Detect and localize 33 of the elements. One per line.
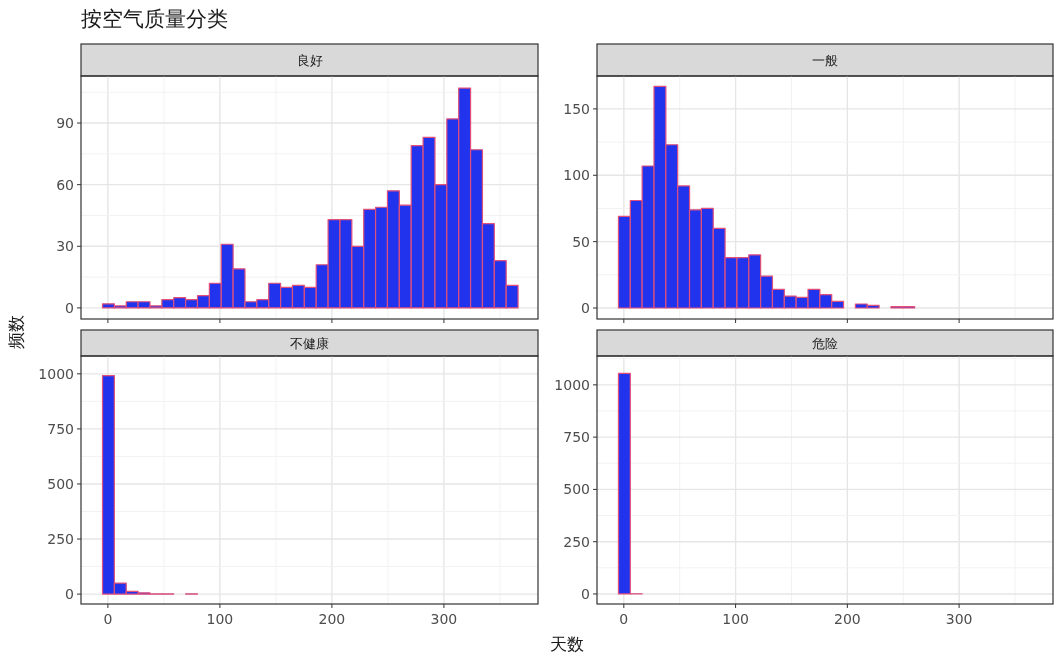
- x-tick-label: 200: [833, 611, 861, 627]
- y-tick-label: 0: [581, 585, 590, 602]
- y-axis-title: 频数: [6, 315, 26, 349]
- text: 按空气质量分类: [81, 7, 228, 31]
- y-tick-label: 750: [47, 420, 74, 437]
- y-tick-label: 250: [47, 531, 74, 548]
- y-tick-label: 250: [563, 533, 590, 550]
- x-tick-label: 100: [722, 611, 749, 627]
- y-tick-label: 60: [56, 176, 74, 193]
- y-tick-label: 500: [563, 481, 590, 498]
- chart-title: 不健康: [290, 336, 329, 351]
- y-tick-label: 750: [563, 429, 590, 446]
- x-axis-title: 天数: [550, 634, 584, 654]
- y-tick-label: 90: [56, 115, 74, 132]
- y-tick-label: 50: [572, 233, 590, 250]
- y-tick-label: 0: [65, 299, 74, 316]
- chart-title: 一般: [812, 53, 838, 68]
- x-tick-label: 300: [430, 611, 458, 627]
- chart-title: 危险: [812, 336, 838, 351]
- y-tick-label: 1000: [38, 365, 74, 382]
- x-tick-label: 200: [318, 611, 346, 627]
- y-tick-label: 100: [563, 167, 590, 184]
- x-tick-label: 0: [619, 611, 629, 627]
- y-tick-label: 30: [56, 238, 74, 255]
- y-tick-label: 150: [563, 100, 590, 117]
- chart-title: 良好: [296, 53, 323, 68]
- y-tick-label: 500: [47, 475, 74, 492]
- y-tick-label: 0: [65, 586, 74, 603]
- x-tick-label: 300: [945, 611, 973, 627]
- y-tick-label: 0: [581, 299, 590, 316]
- x-tick-label: 100: [206, 611, 234, 627]
- y-tick-label: 1000: [554, 376, 590, 393]
- x-tick-label: 0: [103, 611, 113, 627]
